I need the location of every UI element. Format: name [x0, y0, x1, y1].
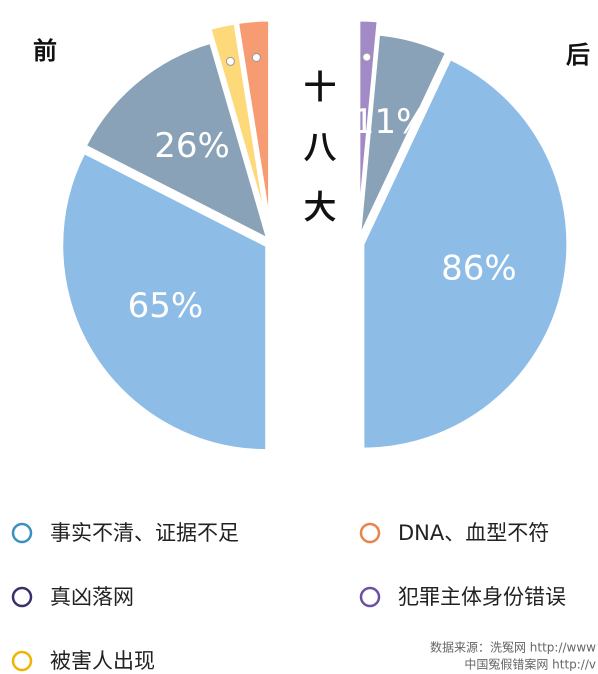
legend-marker	[359, 586, 381, 608]
legend-marker	[11, 586, 33, 608]
pie-title: 后	[566, 41, 590, 69]
slice-label: 86%	[441, 249, 517, 289]
slice-dot	[225, 56, 235, 66]
legend-marker	[359, 522, 381, 544]
slice-label: 26%	[154, 126, 230, 166]
legend-label: 真凶落网	[50, 585, 134, 609]
slice-label: 65%	[128, 286, 204, 326]
pie-slice	[361, 56, 570, 451]
source-line: 中国冤假错案网 http://v	[464, 657, 596, 672]
legend-label: 事实不清、证据不足	[50, 521, 239, 545]
pie-slice	[357, 32, 449, 239]
pie-title: 前	[33, 37, 57, 65]
pie-slice	[60, 150, 269, 453]
center-annotation: 十八大	[299, 70, 337, 250]
legend-marker	[11, 650, 33, 672]
pie-slice	[357, 18, 380, 226]
pie-slice	[235, 18, 272, 226]
pie-slice	[83, 40, 271, 243]
source-line: 数据来源：洗冤网 http://www	[430, 640, 596, 655]
legend-label: 犯罪主体身份错误	[398, 585, 566, 609]
pie-slice	[208, 21, 269, 226]
legend-label: DNA、血型不符	[398, 521, 549, 545]
legend-marker	[11, 522, 33, 544]
slice-dot	[362, 52, 372, 62]
slice-dot	[251, 52, 261, 62]
legend-label: 被害人出现	[50, 649, 155, 673]
